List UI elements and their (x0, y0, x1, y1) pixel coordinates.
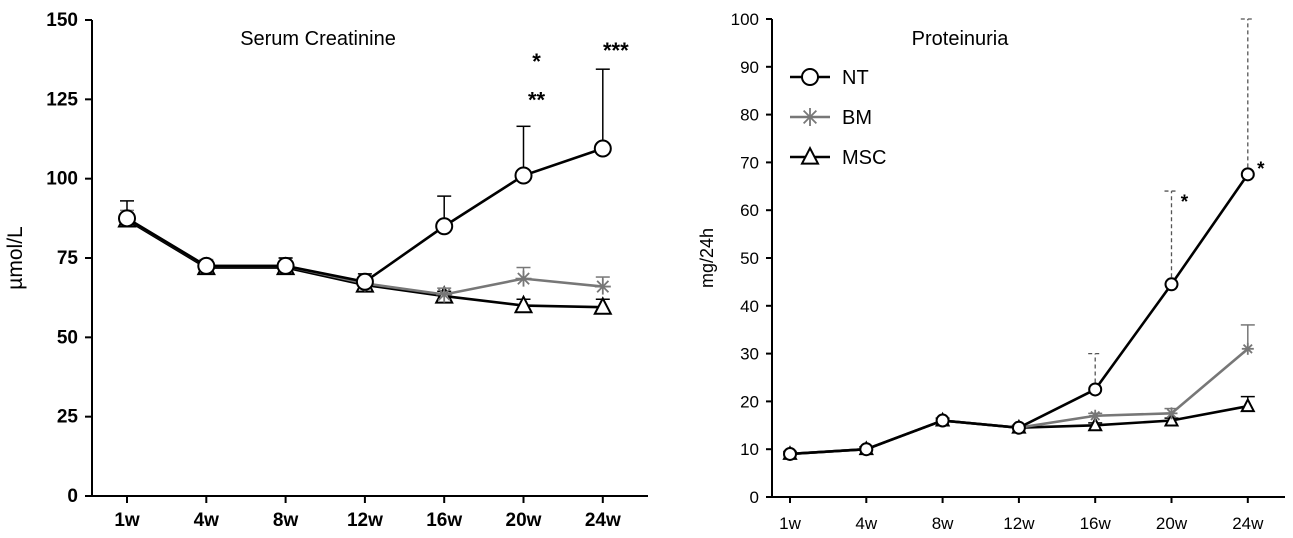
proteinuria-chart: Proteinuria mg/24h 0 10 20 30 40 50 60 70 80 90 10… (697, 10, 1285, 533)
series-nt (783, 18, 1255, 461)
y-tick-label: 40 (740, 297, 759, 316)
y-axis-title: mg/24h (697, 228, 717, 288)
x-tick-label: 4w (194, 510, 220, 531)
x-tick-label: 24w (1232, 514, 1264, 533)
significance-label: * (1257, 159, 1265, 180)
y-tick-label: 150 (46, 10, 78, 31)
y-tick-label: 0 (67, 486, 78, 507)
significance-label: * (532, 49, 541, 74)
series-line (789, 173, 1249, 456)
serum-creatinine-chart: Serum Creatinine µmol/L 0 25 50 75 100 125 150… (4, 10, 648, 531)
triangle-marker (1163, 411, 1180, 427)
circle-marker (118, 209, 136, 228)
y-tick-label: 80 (740, 106, 759, 125)
significance-label: ** (528, 87, 546, 112)
y-tick-label: 90 (740, 58, 759, 77)
x-tick-label: 24w (585, 510, 621, 531)
x-tick-label: 12w (1003, 514, 1035, 533)
asterisk-marker (1241, 342, 1254, 355)
asterisk-marker (594, 278, 611, 295)
asterisk-marker (1165, 407, 1178, 420)
asterisk-marker (515, 270, 532, 287)
circle-marker (355, 272, 374, 291)
x-tick-label: 8w (932, 514, 954, 533)
chart-title: Proteinuria (912, 28, 1010, 50)
series-line (789, 347, 1249, 456)
y-tick-label: 75 (57, 248, 79, 269)
y-tick-label: 30 (740, 345, 759, 364)
y-axis-title: µmol/L (4, 226, 27, 289)
circle-marker (935, 413, 950, 428)
triangle-marker (800, 146, 820, 165)
series-msc (117, 208, 613, 315)
circle-marker (197, 256, 216, 275)
circle-marker (1011, 420, 1026, 435)
circle-marker (1088, 382, 1103, 397)
circle-marker (435, 217, 454, 236)
circle-marker (593, 139, 612, 158)
triangle-marker (1240, 397, 1256, 413)
y-tick-label: 100 (46, 169, 78, 190)
series-bm (783, 324, 1255, 460)
asterisk-marker (1089, 409, 1102, 422)
asterisk-marker (436, 286, 453, 303)
triangle-marker (513, 294, 534, 314)
y-tick-label: 125 (46, 89, 78, 110)
x-tick-label: 12w (347, 510, 383, 531)
x-tick-label: 8w (273, 510, 299, 531)
circle-marker (1164, 277, 1179, 292)
y-tick-label: 70 (740, 153, 759, 172)
x-tick-label: 20w (506, 510, 542, 531)
series-nt (118, 68, 612, 291)
circle-marker (801, 68, 819, 86)
circle-marker (514, 166, 533, 185)
y-tick-label: 60 (740, 201, 759, 220)
legend-label: NT (842, 67, 869, 89)
legend-label: BM (842, 107, 872, 129)
circle-marker (276, 256, 295, 275)
x-tick-label: 16w (426, 510, 462, 531)
significance-label: *** (603, 38, 629, 63)
asterisk-marker (801, 108, 819, 126)
triangle-marker (593, 296, 613, 315)
x-tick-label: 16w (1080, 514, 1112, 533)
x-tick-label: 20w (1156, 514, 1188, 533)
x-tick-label: 4w (855, 514, 877, 533)
significance-label: * (1181, 192, 1189, 213)
circle-marker (1240, 167, 1255, 182)
y-tick-label: 100 (731, 10, 759, 29)
x-tick-label: 1w (779, 514, 801, 533)
y-tick-label: 50 (740, 249, 759, 268)
circle-marker (783, 446, 797, 461)
y-tick-label: 25 (57, 407, 79, 428)
triangle-marker (1087, 416, 1103, 432)
y-tick-label: 10 (740, 440, 759, 459)
legend: NT BM MSC (790, 67, 886, 169)
circle-marker (859, 442, 874, 457)
x-tick-label: 1w (114, 510, 140, 531)
chart-title: Serum Creatinine (240, 28, 396, 50)
y-tick-label: 0 (750, 488, 759, 507)
y-tick-label: 50 (57, 327, 78, 348)
legend-label: MSC (842, 147, 886, 169)
y-tick-label: 20 (740, 392, 759, 411)
